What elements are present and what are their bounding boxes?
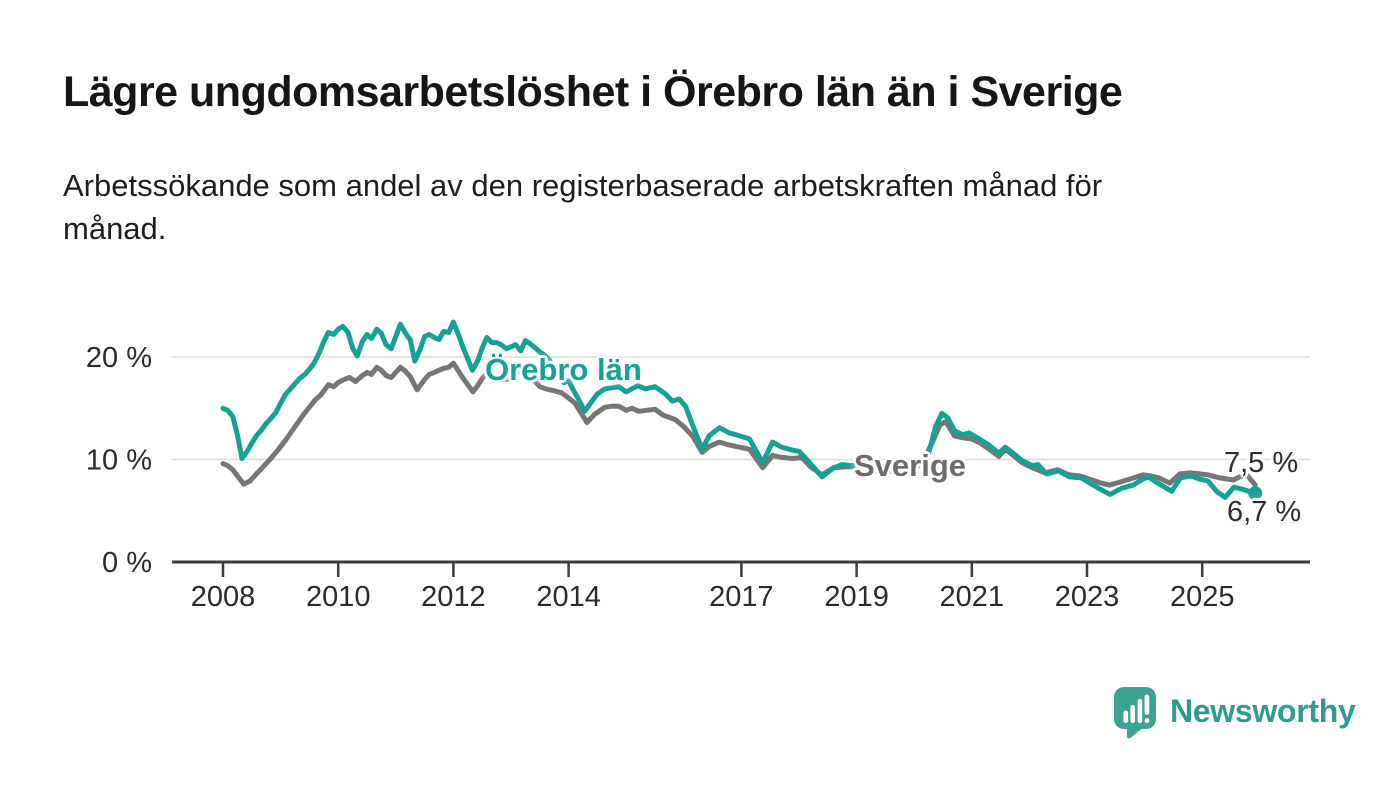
series-end-dot	[1248, 486, 1263, 501]
chart-subtitle: Arbetssökande som andel av den registerb…	[63, 164, 1102, 250]
newsworthy-logo-icon	[1114, 687, 1156, 739]
y-tick-label-20: 20 %	[86, 342, 152, 374]
x-tick-label-2012: 2012	[421, 581, 486, 613]
end-value-label-orebro-lan: 6,7 %	[1227, 496, 1302, 528]
series-label-orebro-lan: Örebro län	[485, 352, 642, 387]
newsworthy-logo-text: Newsworthy	[1170, 692, 1356, 729]
chart-subtitle-line-1: Arbetssökande som andel av den registerb…	[63, 168, 1103, 203]
y-tick-label-10: 10 %	[86, 445, 152, 477]
x-tick-label-2023: 2023	[1055, 581, 1120, 613]
x-tick-label-2014: 2014	[536, 581, 601, 613]
series-line-sverige	[220, 360, 1258, 488]
series-line--rebro-l-n	[220, 319, 1258, 500]
x-tick-label-2010: 2010	[306, 581, 371, 613]
x-tick-label-2021: 2021	[940, 581, 1005, 613]
y-tick-label-0: 0 %	[102, 547, 152, 579]
chart-subtitle-line-2: månad.	[63, 211, 167, 246]
x-tick-label-2025: 2025	[1170, 581, 1235, 613]
end-value-label-sverige: 7,5 %	[1224, 447, 1299, 479]
x-tick-label-2019: 2019	[824, 581, 889, 613]
x-tick-label-2008: 2008	[191, 581, 256, 613]
newsworthy-logo: Newsworthy	[1113, 686, 1356, 740]
series-label-sverige: Sverige	[854, 448, 967, 483]
x-tick-label-2017: 2017	[709, 581, 774, 613]
page-title: Lägre ungdomsarbetslöshet i Örebro län ä…	[63, 68, 1123, 116]
